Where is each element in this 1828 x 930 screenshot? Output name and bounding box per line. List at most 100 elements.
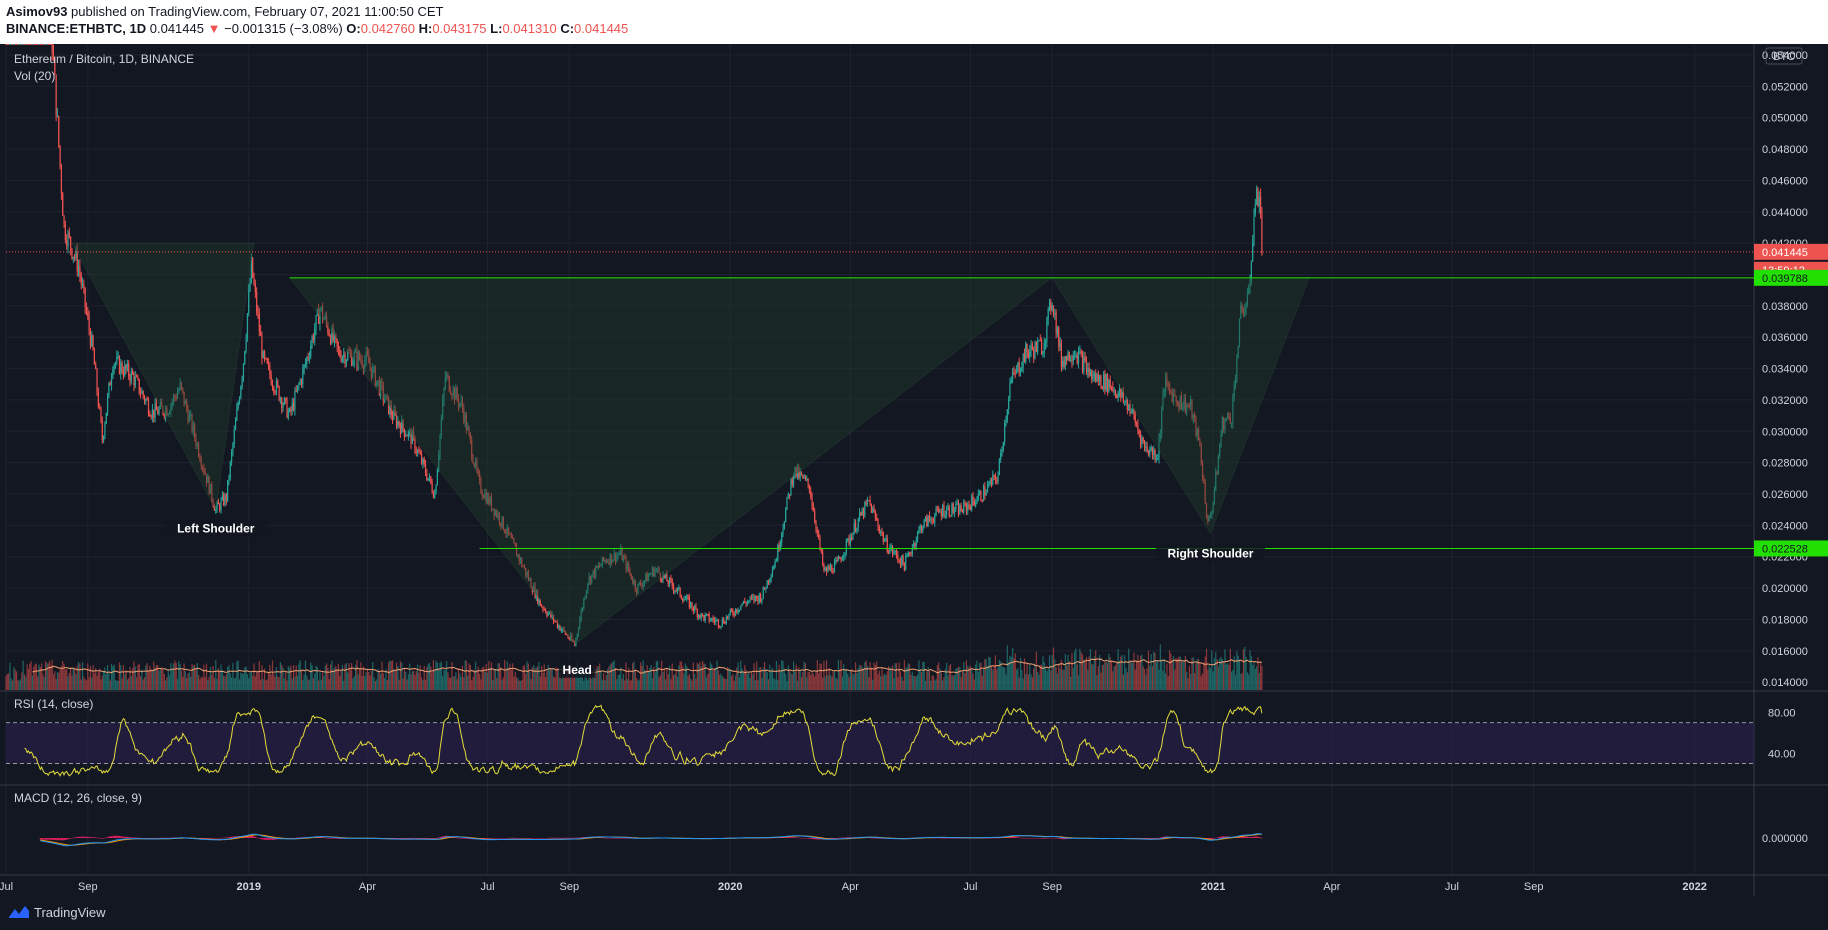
volume-bar [865, 660, 867, 690]
candle-body [711, 618, 713, 621]
volume-bar [250, 671, 252, 690]
candle-body [415, 451, 417, 453]
volume-bar [876, 661, 878, 690]
volume-bar [374, 680, 376, 690]
candle-body [93, 349, 95, 365]
candle-body [11, 44, 14, 45]
macd-hist-bar [599, 837, 601, 838]
volume-bar [228, 665, 230, 690]
volume-bar [542, 672, 544, 690]
candle-body [129, 376, 131, 382]
candle-body [853, 522, 855, 533]
volume-bar [818, 673, 820, 690]
volume-bar [1132, 662, 1134, 690]
volume-bar [926, 671, 928, 690]
candle-body [1041, 340, 1043, 355]
volume-bar [33, 666, 35, 690]
chart-title: Ethereum / Bitcoin, 1D, BINANCE [14, 52, 194, 66]
candle-body [1019, 371, 1022, 374]
volume-bar [302, 680, 304, 690]
volume-bar [692, 662, 694, 690]
volume-bar [1114, 665, 1117, 690]
volume-bar [1051, 655, 1053, 690]
candle-body [981, 500, 983, 502]
volume-bar [819, 663, 821, 690]
volume-bar [717, 670, 719, 690]
volume-bar [971, 669, 973, 690]
macd-hist-bar [1019, 837, 1022, 839]
volume-bar [858, 665, 861, 690]
candle-body [122, 372, 125, 376]
volume-bar [737, 662, 739, 690]
volume-bar [529, 671, 531, 690]
volume-bar [328, 679, 330, 690]
time-tick-label: Sep [78, 881, 98, 893]
candle-body [182, 387, 184, 392]
macd-hist-bar [324, 837, 326, 839]
candle-body [1187, 405, 1189, 407]
macd-hist-bar [329, 838, 332, 839]
candle-body [150, 416, 152, 418]
tradingview-logo-icon[interactable] [8, 905, 30, 919]
volume-bar [472, 676, 474, 690]
brand-name[interactable]: TradingView [34, 905, 106, 920]
volume-bar [836, 679, 838, 690]
macd-hist-bar [114, 835, 117, 838]
volume-bar [963, 661, 965, 690]
volume-bar [1066, 665, 1068, 690]
volume-bar [1058, 663, 1060, 690]
volume-bar [822, 677, 824, 690]
candle-body [658, 568, 660, 574]
volume-bar [75, 674, 77, 690]
volume-bar [1223, 662, 1225, 690]
candle-body [1261, 212, 1263, 256]
candle-body [601, 557, 603, 566]
candle-body [460, 400, 462, 404]
macd-hist-bar [835, 838, 837, 839]
macd-hist-bar [517, 837, 519, 839]
macd-hist-bar [1176, 837, 1179, 839]
macd-hist-bar [172, 837, 175, 839]
volume-bar [266, 679, 268, 690]
candle-body [775, 560, 778, 562]
macd-hist-bar [411, 837, 413, 839]
volume-bar [890, 670, 892, 690]
candle-body [727, 616, 729, 619]
volume-bar [986, 665, 989, 690]
candle-body [1176, 401, 1179, 403]
candle-body [721, 619, 723, 627]
macd-hist-bar [522, 838, 524, 839]
macd-hist-bar [402, 838, 404, 839]
candle-body [283, 398, 285, 405]
volume-bar [436, 662, 438, 690]
symbol-text: BINANCE:ETHBTC, 1D [6, 21, 147, 36]
macd-hist-bar [1042, 838, 1044, 839]
volume-bar [580, 673, 582, 690]
candle-body [595, 565, 597, 577]
volume-bar [1254, 668, 1256, 690]
candle-body [327, 323, 329, 334]
candle-body [1220, 434, 1222, 446]
volume-bar [985, 659, 987, 690]
candle-body [707, 613, 709, 615]
volume-bar [762, 667, 764, 690]
volume-bar [847, 673, 849, 690]
macd-hist-bar [63, 838, 65, 841]
candle-body [742, 601, 745, 604]
macd-hist-bar [457, 837, 460, 839]
candle-body [54, 58, 56, 75]
candle-body [315, 315, 317, 330]
volume-bar [667, 674, 669, 690]
volume-bar [237, 660, 239, 690]
candle-body [216, 501, 218, 509]
volume-bar [417, 664, 419, 690]
volume-bar [236, 661, 238, 690]
volume-bar [775, 661, 778, 690]
candle-body [1112, 387, 1114, 391]
candle-body [729, 609, 731, 614]
author-name[interactable]: Asimov93 [6, 4, 68, 19]
macd-hist-bar [463, 838, 465, 839]
volume-bar [591, 679, 593, 690]
volume-bar [724, 679, 726, 690]
